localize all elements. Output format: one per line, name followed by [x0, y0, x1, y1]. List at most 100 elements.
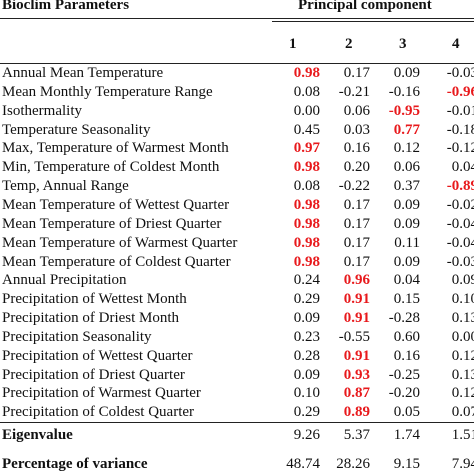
loading-cell-pc2: 0.17	[343, 65, 370, 81]
loading-cell-pc4: -0.03	[446, 253, 474, 270]
loading-cell-pc2: 0.96	[343, 272, 370, 289]
loading-cell-pc3: 0.16	[393, 347, 420, 364]
loading-cell-pc4: 0.12	[451, 347, 474, 364]
row-label: Temperature Seasonality	[2, 121, 151, 138]
loading-cell-pc4: 0.04	[451, 159, 474, 176]
table-row: Annual Precipitation 0.24 0.96 0.04 0.09	[0, 272, 474, 291]
loading-cell-pc1: 0.98	[293, 196, 320, 213]
summary-row: Percentage of variance 48.74 28.26 9.15 7.94	[0, 456, 474, 476]
component-header-3: 3	[399, 36, 407, 52]
params-column-header: Bioclim Parameters	[2, 0, 130, 13]
loading-cell-pc1: 0.24	[293, 272, 320, 289]
loading-cell-pc2: 0.91	[343, 310, 370, 327]
loading-cell-pc1: 0.09	[293, 366, 320, 383]
loading-cell-pc4: 0.13	[451, 366, 474, 383]
loading-cell-pc4: 0.12	[451, 385, 474, 402]
row-label: Isothermality	[2, 102, 82, 119]
loading-cell-pc2: 0.17	[343, 215, 370, 232]
loading-cell-pc4: -0.96	[446, 83, 474, 100]
component-header-2: 2	[345, 36, 353, 52]
loading-cell-pc1: 0.08	[293, 178, 320, 195]
table-row: Mean Temperature of Warmest Quarter 0.98 0…	[0, 235, 474, 254]
row-label: Mean Temperature of Wettest Quarter	[2, 196, 230, 213]
table-row: Precipitation of Coldest Quarter 0.29 0.89…	[0, 404, 474, 423]
loading-cell-pc1: 0.08	[293, 83, 320, 100]
table-row: Mean Monthly Temperature Range 0.08 -0.21 -…	[0, 84, 474, 103]
summary-cell-pc1: 48.74	[286, 456, 320, 472]
loading-cell-pc1: 0.98	[293, 159, 320, 176]
loading-cell-pc4: 0.07	[451, 404, 474, 421]
table-row: Temp, Annual Range 0.08 -0.22 0.37 -0.89	[0, 178, 474, 197]
table-row: Min, Temperature of Coldest Month 0.98 0.2…	[0, 159, 474, 178]
row-label: Precipitation of Driest Month	[2, 310, 180, 327]
component-header-4: 4	[452, 36, 460, 52]
loading-cell-pc1: 0.45	[293, 121, 320, 138]
top-rule	[0, 18, 474, 19]
loading-cell-pc2: 0.91	[343, 291, 370, 308]
loading-cell-pc4: 0.09	[451, 272, 474, 289]
summary-cell-pc4: 1.51	[451, 427, 474, 443]
table-row: Mean Temperature of Driest Quarter 0.98 0.…	[0, 216, 474, 235]
loading-cell-pc2: 0.06	[343, 102, 370, 119]
row-label: Precipitation of Wettest Quarter	[2, 347, 193, 364]
principal-component-header: Principal component	[298, 0, 432, 13]
row-label: Max, Temperature of Warmest Month	[2, 140, 229, 157]
loading-cell-pc3: 0.04	[393, 272, 420, 289]
summary-label: Percentage of variance	[2, 456, 148, 472]
loading-cell-pc2: 0.17	[343, 234, 370, 251]
table-row: Precipitation Seasonality 0.23 -0.55 0.60 0.…	[0, 329, 474, 348]
loading-cell-pc3: 0.77	[393, 121, 420, 138]
loading-cell-pc3: 0.09	[393, 65, 420, 81]
loading-cell-pc3: -0.16	[388, 83, 420, 100]
loading-cell-pc4: -0.18	[446, 121, 474, 138]
loading-cell-pc2: -0.22	[338, 178, 370, 195]
loading-cell-pc3: -0.28	[388, 310, 420, 327]
row-label: Annual Precipitation	[2, 272, 127, 289]
row-label: Mean Temperature of Coldest Quarter	[2, 253, 231, 270]
loading-cell-pc1: 0.98	[293, 215, 320, 232]
table-row: Precipitation of Wettest Month 0.29 0.91 0.…	[0, 291, 474, 310]
loading-cell-pc1: 0.29	[293, 291, 320, 308]
row-label: Mean Temperature of Warmest Quarter	[2, 234, 238, 251]
table-row: Mean Temperature of Wettest Quarter 0.98 0…	[0, 197, 474, 216]
loading-cell-pc3: 0.60	[393, 328, 420, 345]
table-row: Annual Mean Temperature 0.98 0.17 0.09 -0.03	[0, 65, 474, 84]
loading-cell-pc1: 0.97	[293, 140, 320, 157]
loading-cell-pc2: 0.16	[343, 140, 370, 157]
loading-cell-pc2: 0.89	[343, 404, 370, 421]
row-label: Temp, Annual Range	[2, 178, 129, 195]
loading-cell-pc3: 0.05	[393, 404, 420, 421]
summary-cell-pc2: 28.26	[336, 456, 370, 472]
loading-cell-pc4: 0.00	[451, 328, 474, 345]
loading-cell-pc4: -0.01	[446, 102, 474, 119]
loading-cell-pc1: 0.00	[293, 102, 320, 119]
summary-cell-pc1: 9.26	[293, 427, 320, 443]
loading-cell-pc3: 0.06	[393, 159, 420, 176]
loading-cell-pc4: 0.10	[451, 291, 474, 308]
table-row: Isothermality 0.00 0.06 -0.95 -0.01	[0, 103, 474, 122]
loading-cell-pc4: -0.04	[446, 234, 474, 251]
table-row: Precipitation of Wettest Quarter 0.28 0.91…	[0, 348, 474, 367]
row-label: Mean Monthly Temperature Range	[2, 83, 213, 100]
loading-cell-pc4: -0.12	[446, 140, 474, 157]
row-label: Precipitation Seasonality	[2, 328, 152, 345]
loading-cell-pc2: -0.21	[338, 83, 370, 100]
header-rule	[0, 63, 474, 64]
loading-cell-pc4: -0.04	[446, 215, 474, 232]
loading-cell-pc3: -0.25	[388, 366, 420, 383]
table-header: Bioclim Parameters Principal component	[0, 0, 474, 18]
table-row: Precipitation of Driest Month 0.09 0.91 -0.…	[0, 310, 474, 329]
loading-cell-pc2: 0.17	[343, 253, 370, 270]
table-row: Temperature Seasonality 0.45 0.03 0.77 -0.18	[0, 122, 474, 141]
loading-cell-pc1: 0.98	[293, 65, 320, 81]
summary-label: Eigenvalue	[2, 427, 73, 443]
loading-cell-pc3: -0.20	[388, 385, 420, 402]
loading-cell-pc1: 0.98	[293, 234, 320, 251]
row-label: Annual Mean Temperature	[2, 65, 164, 81]
summary-cell-pc3: 9.15	[393, 456, 420, 472]
row-label: Precipitation of Wettest Month	[2, 291, 187, 308]
table-row: Mean Temperature of Coldest Quarter 0.98 0…	[0, 254, 474, 273]
loading-cell-pc3: 0.09	[393, 215, 420, 232]
table-row: Precipitation of Warmest Quarter 0.10 0.87…	[0, 385, 474, 404]
loading-cell-pc4: -0.02	[446, 196, 474, 213]
